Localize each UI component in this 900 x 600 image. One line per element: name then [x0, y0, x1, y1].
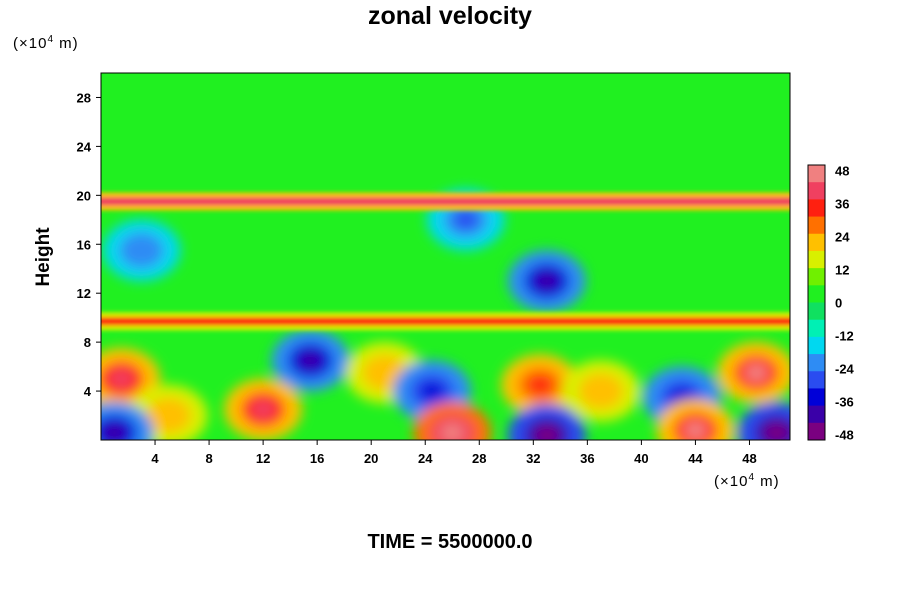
field-blob-core: [109, 369, 133, 389]
colorbar-swatch: [808, 336, 825, 355]
x-axis-unit: (×104 m): [714, 472, 780, 490]
colorbar-swatch: [808, 319, 825, 338]
field-blob-core: [528, 375, 552, 395]
colorbar-tick-label: 0: [835, 296, 842, 311]
colorbar-swatch: [808, 233, 825, 252]
x-tick-label: 48: [742, 451, 756, 466]
colorbar-tick-label: 24: [835, 230, 850, 245]
plot-frame: [100, 72, 791, 441]
field-blob-core: [589, 381, 613, 401]
field-blob-core: [373, 363, 397, 382]
colorbar-swatch: [808, 199, 825, 218]
x-tick-label: 12: [256, 451, 270, 466]
x-tick-label: 40: [634, 451, 648, 466]
field-blob-core: [764, 423, 789, 440]
colorbar-tick-label: -36: [835, 395, 854, 410]
colorbar-ticks: 48 36 24 12 0 -12 -24 -36 -48: [835, 164, 855, 443]
time-label: TIME = 5500000.0: [367, 531, 533, 553]
colorbar-tick-label: 36: [835, 197, 849, 212]
field-blob-core: [298, 351, 323, 370]
colorbar-swatch: [808, 388, 825, 407]
x-tick-label: 16: [310, 451, 324, 466]
colorbar-swatch: [808, 371, 825, 389]
colorbar-swatch: [808, 216, 825, 235]
colorbar-swatch: [808, 165, 825, 183]
colorbar-tick-label: -24: [835, 362, 855, 377]
colorbar-swatch: [808, 405, 825, 424]
colorbar: [807, 164, 826, 441]
x-tick-label: 20: [364, 451, 378, 466]
colorbar-swatch: [808, 302, 825, 321]
x-tick-label: 4: [151, 451, 159, 466]
field-blob-core: [535, 271, 559, 291]
field-blob-core: [744, 363, 768, 382]
colorbar-swatch: [808, 182, 825, 200]
x-tick-label: 28: [472, 451, 486, 466]
colorbar-swatch: [808, 422, 825, 441]
field-blob-core: [420, 381, 444, 401]
colorbar-tick-label: -12: [835, 329, 854, 344]
y-tick-label: 28: [77, 90, 91, 105]
y-tick-label: 16: [77, 237, 91, 252]
x-axis-ticks: 4 8 12 16 20 24 28 32 36 40 44 48: [151, 440, 757, 466]
colorbar-swatch: [808, 285, 825, 303]
field-blob-core: [683, 420, 708, 440]
field-blob-core: [454, 210, 478, 230]
colorbar-swatch: [808, 354, 825, 372]
field-band-core: [101, 317, 790, 326]
field-blob-core: [535, 425, 559, 440]
field-bands: [101, 192, 790, 331]
field-blob-core: [156, 406, 181, 425]
y-axis-ticks: 4 8 12 16 20 24 28: [77, 90, 101, 399]
colorbar-frame: [807, 164, 826, 441]
x-tick-label: 44: [688, 451, 703, 466]
colorbar-swatch: [808, 250, 825, 269]
field-blob-core: [440, 423, 464, 440]
y-tick-label: 24: [77, 139, 92, 154]
x-tick-label: 36: [580, 451, 594, 466]
y-axis-unit: (×104 m): [13, 34, 79, 52]
x-tick-label: 24: [418, 451, 433, 466]
field-blobs: [101, 189, 790, 440]
field-band-core: [101, 197, 790, 206]
y-tick-label: 4: [84, 384, 92, 399]
y-tick-label: 20: [77, 188, 91, 203]
x-tick-label: 8: [205, 451, 212, 466]
colorbar-tick-label: -48: [835, 428, 854, 443]
colorbar-tick-label: 48: [835, 164, 849, 179]
x-tick-label: 32: [526, 451, 540, 466]
colorbar-swatch: [808, 268, 825, 286]
colorbar-tick-label: 12: [835, 263, 849, 278]
field-blob-core: [251, 400, 275, 419]
field-blob-core: [129, 241, 154, 260]
y-tick-label: 12: [77, 286, 91, 301]
plot-area: [101, 73, 790, 440]
field-blob-core: [102, 423, 127, 440]
y-tick-label: 8: [84, 335, 91, 350]
chart-title: zonal velocity: [368, 2, 532, 30]
